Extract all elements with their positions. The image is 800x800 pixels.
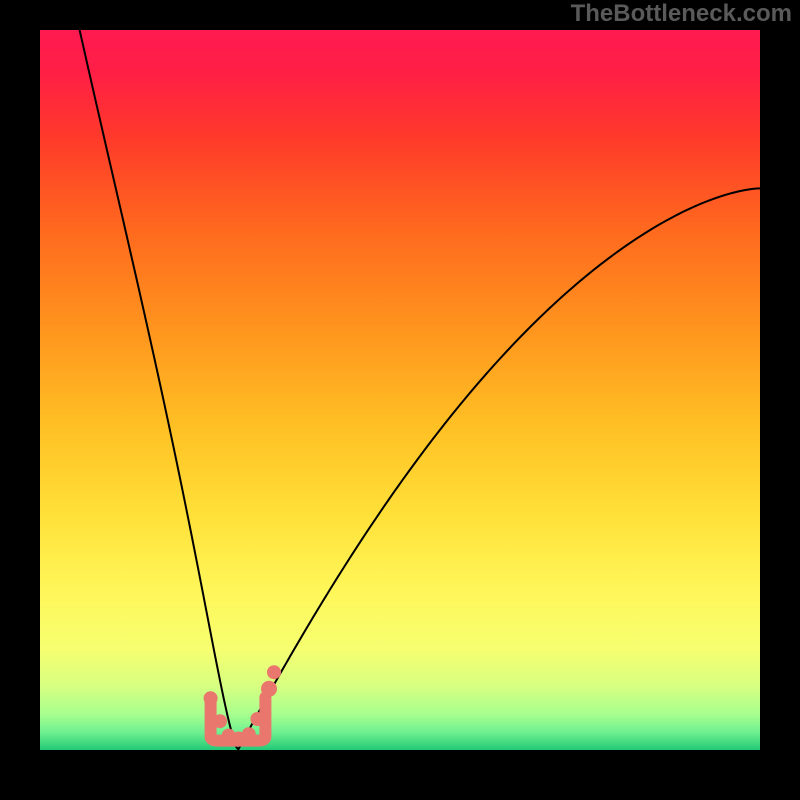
notch-dot — [213, 714, 227, 728]
notch-dot — [267, 665, 281, 679]
watermark-text: TheBottleneck.com — [571, 0, 792, 28]
bottleneck-chart: TheBottleneck.com — [0, 0, 800, 800]
notch-dot — [204, 691, 218, 705]
notch-dot — [261, 681, 277, 697]
notch-dot — [250, 712, 264, 726]
chart-svg — [0, 0, 800, 800]
notch-dot — [242, 727, 256, 741]
